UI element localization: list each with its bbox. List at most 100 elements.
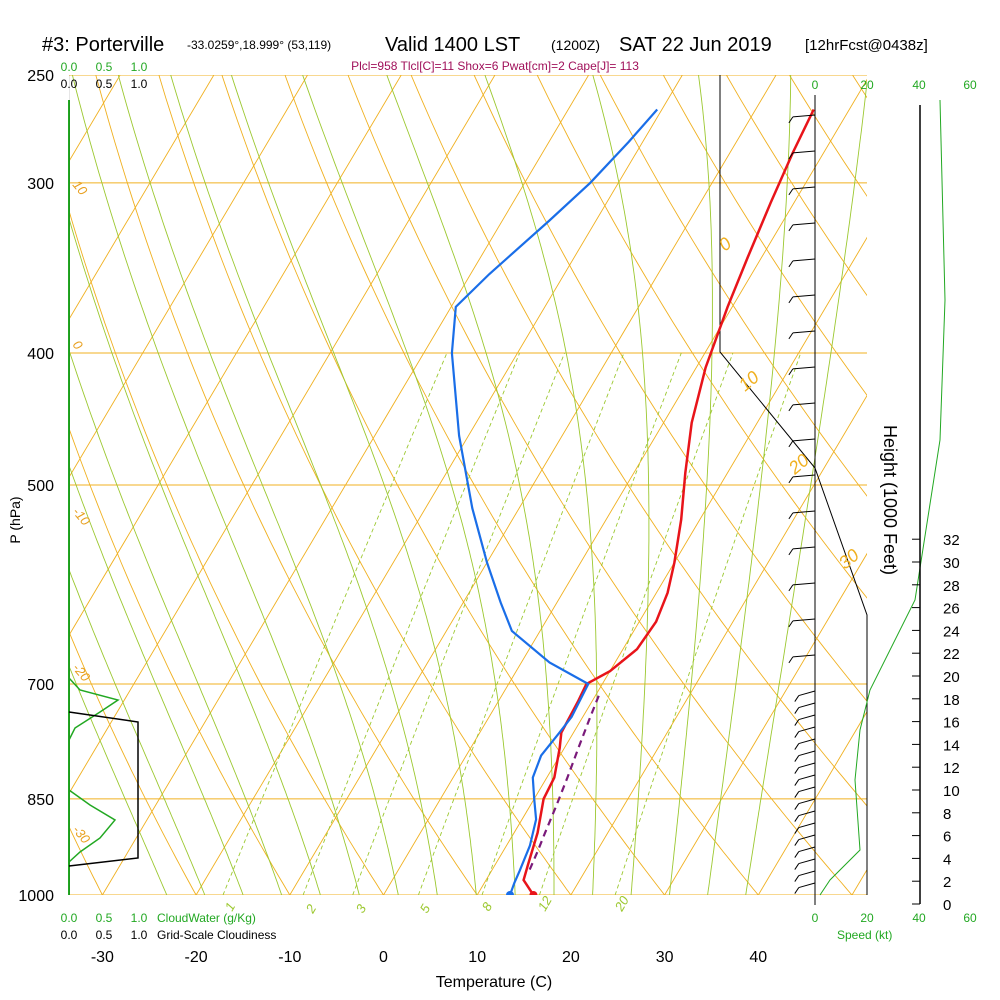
mixing-ratio-line [222, 352, 448, 895]
wind-barb [792, 186, 816, 190]
wind-barb-flag [794, 743, 800, 750]
wind-barb [792, 546, 816, 550]
wind-barb [792, 366, 816, 370]
mixing-ratio-label: 12 [535, 893, 556, 914]
height-tick-label: 18 [943, 692, 960, 709]
isotherm [851, 868, 867, 895]
wind-barb-flag [788, 404, 794, 412]
height-tick-label: 20 [943, 669, 960, 686]
wind-barb-flag [794, 791, 800, 798]
temperature-tick-label: 10 [468, 949, 486, 966]
series-dewpoint [450, 108, 659, 895]
cloudiness-tick-bottom: 0.0 [61, 928, 78, 942]
wind-barbs [788, 114, 816, 894]
wind-barb [792, 258, 816, 262]
dry-adiabat [0, 0, 22, 924]
wind-barb [798, 714, 816, 721]
mixing-ratio-label: 3 [353, 901, 370, 915]
dry-adiabat-label: 10 [70, 177, 91, 198]
temperature-tick-label: 30 [656, 949, 674, 966]
isotherm [69, 75, 309, 479]
x-axis-title: Temperature (C) [436, 974, 552, 991]
wind-barb-flag [794, 851, 800, 858]
moist-adiabat [386, 75, 555, 895]
theta-e-label: 10 [735, 367, 763, 395]
wind-barb-flag [788, 188, 794, 196]
temperature-tick-label: 40 [749, 949, 767, 966]
wind-barb-flag [794, 779, 800, 786]
speed-label: Speed (kt) [837, 928, 892, 942]
isotherm [757, 710, 867, 895]
station-coords: -33.0259°,18.999° (53,119) [187, 38, 331, 52]
wind-barb [792, 222, 816, 226]
speed-tick-top: 60 [963, 78, 977, 92]
mixing-ratio-line [538, 352, 734, 895]
wind-barb-flag [788, 224, 794, 232]
dry-adiabat [599, 75, 867, 497]
height-tick-label: 8 [943, 806, 951, 823]
mixing-ratio-line [481, 352, 682, 895]
wind-barb [798, 810, 816, 817]
cloudwater-tick-bottom: 1.0 [131, 911, 148, 925]
mixing-ratio-label: 8 [479, 899, 496, 913]
wind-barb-flag [794, 863, 800, 870]
wind-barb-flag [788, 656, 794, 664]
dry-adiabat [473, 75, 867, 702]
wind-barb [792, 654, 816, 658]
height-tick-label: 30 [943, 555, 960, 572]
pressure-tick-label: 500 [27, 478, 54, 495]
series-parcel [528, 691, 602, 871]
height-tick-label: 10 [943, 783, 960, 800]
wind-barb [798, 774, 816, 781]
moist-adiabat [69, 216, 321, 895]
isotherm [69, 75, 215, 321]
profile-lines [450, 108, 815, 895]
speed-tick-top: 40 [912, 78, 926, 92]
pressure-tick-label: 700 [27, 677, 54, 694]
dry-adiabat-label: -10 [70, 504, 94, 529]
dry-adiabat [662, 75, 867, 397]
wind-barb [792, 582, 816, 586]
height-axis-title: Height (1000 Feet) [880, 425, 900, 575]
wind-barb [798, 882, 816, 889]
mixing-ratio-line [614, 352, 802, 895]
dry-adiabat [725, 75, 867, 297]
temperature-tick-label: -20 [185, 949, 208, 966]
wind-barb-flag [794, 803, 800, 810]
wind-barb-flag [788, 476, 794, 484]
wind-barb-flag [788, 332, 794, 340]
wind-barb-flag [788, 260, 794, 268]
mixing-ratio-line [417, 352, 625, 895]
moist-adiabat [69, 568, 206, 895]
cloudwater-tick-bottom: 0.5 [96, 911, 113, 925]
dry-adiabat [284, 75, 759, 895]
wind-barb [792, 402, 816, 406]
wind-barb [792, 114, 816, 118]
moist-adiabat [170, 75, 438, 895]
wind-barb [798, 870, 816, 877]
moist-adiabat [69, 348, 283, 895]
wind-barb-flag [794, 755, 800, 762]
wind-barb-flag [794, 839, 800, 846]
tropopause-outline [719, 75, 868, 895]
speed-tick-bottom: 60 [963, 911, 977, 925]
wind-barb-flag [794, 887, 800, 894]
cloudiness-tick-bottom: 1.0 [131, 928, 148, 942]
mixing-ratio-label: 2 [302, 901, 319, 916]
height-tick-label: 14 [943, 737, 960, 754]
wind-barb [792, 474, 816, 478]
cloudiness-tick-bottom: 0.5 [96, 928, 113, 942]
cloudwater-tick-top: 1.0 [131, 60, 148, 74]
cloudwater-profile [68, 789, 117, 863]
wind-speed-axis [719, 75, 946, 905]
pressure-tick-label: 400 [27, 346, 54, 363]
isotherm [0, 0, 11, 924]
mixing-ratio-label: 20 [611, 893, 632, 915]
dry-adiabat [69, 209, 385, 895]
theta-e-label: 0 [715, 233, 736, 255]
moist-adiabat [71, 75, 360, 895]
speed-profile [819, 99, 946, 896]
wind-barb [798, 726, 816, 733]
